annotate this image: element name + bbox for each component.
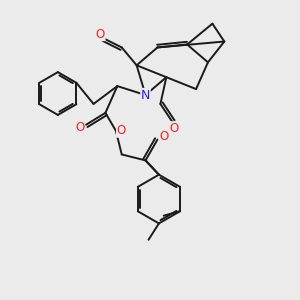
Text: O: O: [116, 124, 126, 137]
Text: O: O: [75, 121, 84, 134]
Text: O: O: [96, 28, 105, 40]
Text: N: N: [141, 88, 150, 101]
Text: O: O: [159, 130, 169, 142]
Text: O: O: [169, 122, 178, 135]
